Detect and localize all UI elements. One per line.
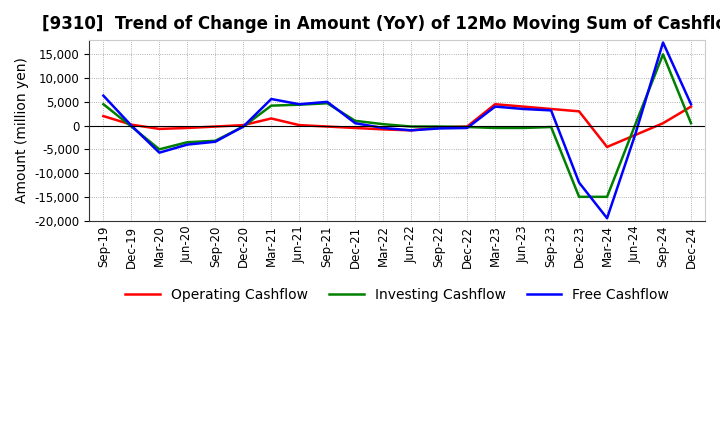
Investing Cashflow (491, 125, 500, 131)
Investing Cashflow (323, 101, 332, 106)
Free Cashflow (183, 142, 192, 147)
Free Cashflow (295, 102, 304, 107)
Investing Cashflow (155, 147, 163, 152)
Operating Cashflow (351, 125, 359, 131)
Free Cashflow (239, 124, 248, 129)
Free Cashflow (659, 40, 667, 45)
Investing Cashflow (687, 121, 696, 126)
Operating Cashflow (463, 124, 472, 129)
Line: Free Cashflow: Free Cashflow (104, 43, 691, 218)
Investing Cashflow (239, 124, 248, 129)
Free Cashflow (267, 96, 276, 102)
Investing Cashflow (631, 122, 639, 128)
Investing Cashflow (519, 125, 528, 131)
Investing Cashflow (295, 102, 304, 107)
Operating Cashflow (295, 122, 304, 128)
Investing Cashflow (267, 103, 276, 108)
Investing Cashflow (127, 124, 135, 129)
Investing Cashflow (463, 125, 472, 130)
Investing Cashflow (211, 138, 220, 143)
Line: Investing Cashflow: Investing Cashflow (104, 55, 691, 197)
Free Cashflow (631, 132, 639, 138)
Free Cashflow (127, 123, 135, 128)
Investing Cashflow (435, 124, 444, 129)
Y-axis label: Amount (million yen): Amount (million yen) (15, 57, 29, 203)
Investing Cashflow (183, 139, 192, 145)
Operating Cashflow (183, 125, 192, 131)
Operating Cashflow (267, 116, 276, 121)
Free Cashflow (323, 99, 332, 104)
Operating Cashflow (407, 128, 415, 133)
Free Cashflow (491, 104, 500, 109)
Operating Cashflow (379, 127, 387, 132)
Line: Operating Cashflow: Operating Cashflow (104, 104, 691, 147)
Free Cashflow (575, 180, 583, 185)
Investing Cashflow (659, 52, 667, 57)
Investing Cashflow (99, 102, 108, 107)
Title: [9310]  Trend of Change in Amount (YoY) of 12Mo Moving Sum of Cashflows: [9310] Trend of Change in Amount (YoY) o… (42, 15, 720, 33)
Free Cashflow (435, 126, 444, 131)
Operating Cashflow (239, 122, 248, 128)
Free Cashflow (603, 216, 611, 221)
Operating Cashflow (631, 132, 639, 138)
Free Cashflow (211, 139, 220, 144)
Free Cashflow (546, 108, 555, 113)
Investing Cashflow (575, 194, 583, 199)
Free Cashflow (687, 102, 696, 107)
Free Cashflow (155, 150, 163, 155)
Operating Cashflow (323, 124, 332, 129)
Operating Cashflow (127, 122, 135, 127)
Operating Cashflow (435, 125, 444, 130)
Operating Cashflow (99, 114, 108, 119)
Free Cashflow (407, 128, 415, 133)
Investing Cashflow (546, 125, 555, 130)
Free Cashflow (463, 125, 472, 131)
Operating Cashflow (575, 109, 583, 114)
Investing Cashflow (351, 118, 359, 124)
Operating Cashflow (155, 126, 163, 132)
Operating Cashflow (603, 144, 611, 150)
Free Cashflow (379, 125, 387, 131)
Operating Cashflow (546, 106, 555, 112)
Operating Cashflow (491, 102, 500, 107)
Operating Cashflow (659, 121, 667, 126)
Operating Cashflow (519, 104, 528, 109)
Free Cashflow (519, 106, 528, 112)
Operating Cashflow (687, 104, 696, 109)
Investing Cashflow (407, 124, 415, 129)
Investing Cashflow (379, 121, 387, 127)
Legend: Operating Cashflow, Investing Cashflow, Free Cashflow: Operating Cashflow, Investing Cashflow, … (120, 282, 675, 308)
Operating Cashflow (211, 124, 220, 129)
Free Cashflow (351, 121, 359, 126)
Investing Cashflow (603, 194, 611, 199)
Free Cashflow (99, 93, 108, 98)
